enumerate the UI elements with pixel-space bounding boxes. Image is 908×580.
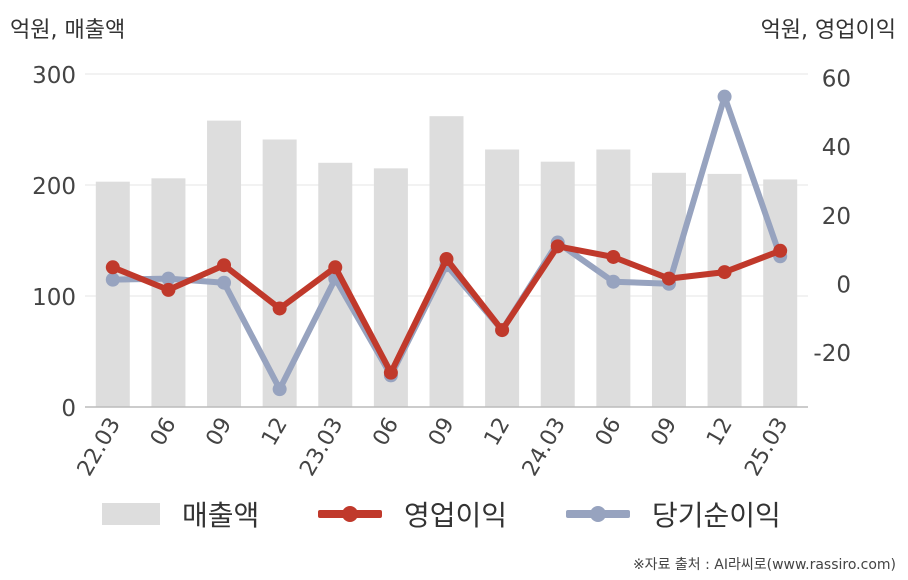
right-axis-tick-label: 20 (822, 204, 851, 230)
point-영업이익 (551, 239, 565, 253)
left-axis-tick-label: 300 (32, 63, 76, 89)
point-영업이익 (106, 260, 120, 274)
x-tick-label: 22.03 (73, 414, 126, 481)
legend-label-operating-profit: 영업이익 (404, 494, 507, 534)
right-axis-tick-label: -20 (813, 341, 851, 367)
x-tick-label: 09 (424, 414, 460, 451)
point-영업이익 (662, 272, 676, 286)
point-영업이익 (384, 366, 398, 380)
point-영업이익 (495, 323, 509, 337)
right-axis-tick-label: 40 (822, 135, 851, 161)
point-영업이익 (773, 244, 787, 258)
point-당기순이익 (217, 276, 231, 290)
point-영업이익 (217, 258, 231, 272)
left-axis-tick-label: 100 (32, 285, 76, 311)
legend-item-operating-profit: 영업이익 (318, 492, 507, 536)
chart-legend: 매출액 영업이익 당기순이익 (0, 492, 908, 536)
bar-매출액 (485, 149, 519, 407)
point-당기순이익 (606, 275, 620, 289)
x-tick-label: 09 (202, 414, 238, 451)
x-tick-label: 23.03 (295, 414, 348, 481)
legend-label-revenue: 매출액 (182, 494, 259, 534)
point-영업이익 (273, 301, 287, 315)
point-영업이익 (328, 260, 342, 274)
legend-label-net-income: 당기순이익 (652, 494, 781, 534)
x-tick-label: 06 (146, 414, 182, 451)
legend-swatch-net-income (566, 503, 630, 525)
point-영업이익 (440, 252, 454, 266)
legend-swatch-revenue (102, 503, 160, 525)
left-axis-tick-label: 0 (61, 396, 76, 422)
source-note: ※자료 출처 : AI라씨로(www.rassiro.com) (633, 554, 896, 574)
legend-swatch-operating-profit (318, 503, 382, 525)
point-영업이익 (718, 265, 732, 279)
x-tick-label: 06 (591, 414, 627, 451)
point-당기순이익 (273, 382, 287, 396)
x-tick-label: 12 (257, 414, 293, 451)
point-당기순이익 (106, 273, 120, 287)
x-tick-label: 09 (647, 414, 683, 451)
x-tick-label: 06 (368, 414, 404, 451)
x-tick-label: 24.03 (518, 414, 571, 481)
right-axis-tick-label: 0 (836, 272, 851, 298)
legend-item-revenue: 매출액 (102, 492, 259, 536)
bar-매출액 (96, 182, 130, 407)
left-axis-tick-label: 200 (32, 174, 76, 200)
point-영업이익 (161, 283, 175, 297)
x-tick-label: 25.03 (740, 414, 793, 481)
x-tick-label: 12 (480, 413, 516, 450)
legend-item-net-income: 당기순이익 (566, 492, 781, 536)
bar-매출액 (708, 174, 742, 407)
bar-매출액 (541, 162, 575, 407)
point-당기순이익 (718, 90, 732, 104)
right-axis-tick-label: 60 (822, 66, 851, 92)
point-영업이익 (606, 250, 620, 264)
x-tick-label: 12 (702, 414, 738, 451)
